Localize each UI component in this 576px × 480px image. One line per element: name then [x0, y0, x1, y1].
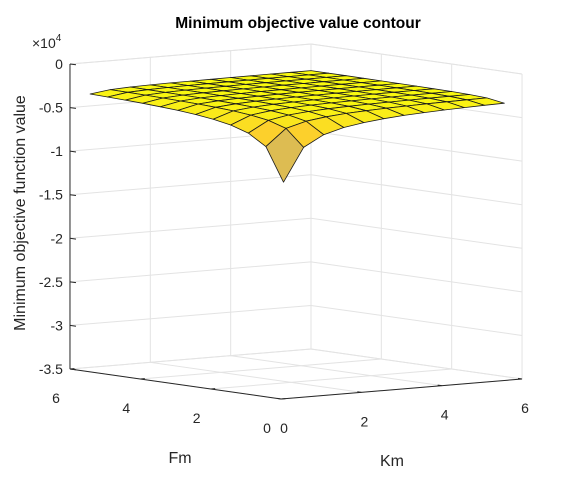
x-tick-label: 6 — [521, 400, 529, 416]
box-edge — [310, 43, 523, 75]
surface-mesh — [89, 70, 505, 183]
box-edge — [69, 43, 312, 65]
z-tick-label: -1 — [51, 143, 64, 159]
surface-cell — [265, 127, 305, 183]
axis-lines — [69, 64, 523, 400]
z-gridline — [69, 174, 523, 206]
z-tick-mark — [69, 63, 77, 66]
y-tick-label: 2 — [193, 410, 201, 426]
z-tick-mark — [69, 150, 77, 153]
z-gridline — [69, 217, 523, 249]
z-tick-mark — [69, 237, 77, 240]
z-gridline — [69, 348, 523, 380]
z-tick-label: 0 — [55, 56, 63, 72]
x-ticks: 0 2 4 6 — [276, 377, 529, 436]
x-axis-label: Km — [380, 453, 404, 470]
z-tick-mark — [69, 324, 77, 327]
y-tick-label: 6 — [52, 390, 60, 406]
z-tick-mark — [69, 107, 77, 109]
z-ticks: 0 -0.5 -1 -1.5 -2 -2.5 -3 -3.5 — [39, 56, 77, 377]
y-tick-label: 0 — [263, 420, 271, 436]
y-gridline — [210, 64, 453, 390]
z-tick-label: -2 — [51, 230, 64, 246]
z-tick-label: -0.5 — [39, 100, 63, 116]
z-tick-label: -2.5 — [39, 274, 63, 290]
z-gridline — [69, 43, 523, 75]
x-tick-mark — [517, 377, 523, 380]
z-tick-mark — [69, 194, 77, 197]
x-tick-mark — [357, 391, 362, 393]
z-gridline — [69, 304, 523, 336]
y-gridline — [140, 54, 382, 380]
z-gridline — [69, 261, 523, 293]
x-axis-line — [280, 378, 523, 400]
z-tick-mark — [69, 281, 77, 284]
z-axis-label: Minimum objective function value — [12, 95, 29, 331]
x-tick-mark — [276, 397, 282, 400]
x-tick-label: 2 — [360, 413, 368, 429]
x-tick-mark — [437, 384, 442, 387]
y-axis-label: Fm — [168, 450, 191, 467]
z-exponent-label: ×104 — [32, 33, 62, 51]
y-tick-label: 4 — [122, 400, 130, 416]
z-tick-label: -3 — [51, 317, 64, 333]
z-tick-label: -1.5 — [39, 187, 63, 203]
y-ticks: 0 2 4 6 — [52, 368, 286, 436]
y-axis-line — [69, 368, 282, 400]
x-tick-label: 0 — [280, 420, 288, 436]
chart-title: Minimum objective value contour — [175, 15, 420, 32]
z-tick-label: -3.5 — [39, 361, 63, 377]
x-tick-label: 4 — [441, 407, 449, 423]
